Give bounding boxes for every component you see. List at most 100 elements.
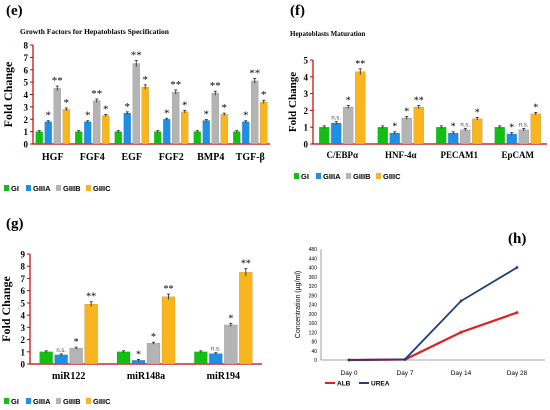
panel-g-mirna-chart: (g)Fold Change0123456789miR122n.s.***miR… bbox=[0, 216, 262, 406]
bar-giiib bbox=[132, 63, 140, 145]
significance-mark: * bbox=[74, 337, 79, 348]
y-tick-label: 400 bbox=[309, 266, 318, 272]
significance-mark: * bbox=[243, 110, 249, 122]
significance-mark: ** bbox=[164, 284, 174, 295]
y-tick-label: 0 bbox=[304, 140, 309, 150]
y-tick-label: 3 bbox=[24, 102, 29, 112]
legend-label-gi: GI bbox=[11, 397, 19, 406]
panel-f-maturation-chart: (f) Hepatoblasts Maturation Fold Change 0 1 2… bbox=[287, 3, 547, 181]
bar-gi bbox=[194, 351, 208, 365]
bar-giiia bbox=[163, 119, 171, 145]
significance-mark: * bbox=[346, 96, 351, 107]
panel-label: (e) bbox=[6, 3, 23, 19]
significance-mark: * bbox=[533, 102, 538, 113]
significance-mark: * bbox=[261, 89, 267, 101]
y-tick-label: 5 bbox=[21, 298, 26, 308]
x-category-label: miR148a bbox=[127, 371, 165, 382]
bar-gi bbox=[35, 131, 43, 145]
y-tick-label: 1 bbox=[24, 127, 29, 137]
legend-label-giiib: GIIIB bbox=[63, 397, 81, 406]
y-tick-label: 0 bbox=[21, 360, 26, 370]
bar-gi bbox=[193, 131, 201, 145]
y-axis-label: Fold Change bbox=[0, 275, 13, 341]
legend-swatch-giiia bbox=[26, 398, 31, 404]
y-tick-label: 1 bbox=[304, 123, 309, 133]
point-urea bbox=[403, 357, 407, 361]
significance-mark: ** bbox=[249, 67, 260, 79]
legend-swatch-gi bbox=[4, 185, 9, 191]
line-alb bbox=[348, 311, 518, 362]
bar-giiic bbox=[260, 101, 268, 145]
y-axis-label: Fold Change bbox=[1, 61, 15, 127]
chart-title: Growth Factors for Hepatoblasts Specific… bbox=[20, 27, 170, 36]
bar-giiia bbox=[209, 353, 223, 365]
y-tick-label: 5 bbox=[304, 56, 309, 66]
legend-swatch-giiia bbox=[316, 173, 321, 179]
panel-label: (g) bbox=[6, 216, 24, 232]
x-category-label: Day 28 bbox=[507, 370, 528, 377]
y-tick-label: 6 bbox=[21, 286, 26, 296]
bar-giiia bbox=[506, 133, 517, 145]
bar-giiib bbox=[146, 343, 161, 365]
legend-swatch-giiic bbox=[86, 185, 91, 191]
y-tick-label: 5 bbox=[24, 78, 29, 88]
x-category-label: miR122 bbox=[52, 371, 85, 382]
legend-label-giiic: GIIIC bbox=[93, 397, 111, 406]
legend-label-giiib: GIIIB bbox=[63, 184, 81, 193]
bar-giiia bbox=[242, 121, 250, 145]
bar-giiib bbox=[211, 93, 219, 145]
bar-giiic bbox=[220, 114, 228, 145]
significance-mark: * bbox=[475, 107, 480, 118]
x-category-label: C/EBPα bbox=[326, 150, 358, 160]
bar-giiia bbox=[44, 121, 52, 145]
bar-giiic bbox=[530, 113, 541, 145]
bar-gi bbox=[116, 351, 131, 365]
line-urea bbox=[348, 266, 518, 361]
bar-giiia bbox=[389, 132, 400, 145]
x-category-label: EGF bbox=[121, 152, 142, 163]
bar-giiic bbox=[355, 71, 366, 145]
y-tick-label: 0 bbox=[24, 140, 29, 150]
bar-giiic bbox=[181, 111, 189, 145]
point-urea bbox=[347, 358, 351, 362]
y-axis-label: Fold Change bbox=[287, 72, 299, 132]
bar-giiia bbox=[448, 132, 459, 145]
legend-swatch-giiic bbox=[86, 398, 91, 404]
y-tick-label: 200 bbox=[309, 312, 318, 318]
x-category-label: EpCAM bbox=[501, 150, 534, 160]
significance-mark: ** bbox=[241, 259, 251, 270]
bar-giiia bbox=[202, 120, 210, 145]
legend-label-giiic: GIIIC bbox=[93, 184, 111, 193]
y-tick-label: 8 bbox=[24, 41, 29, 51]
bar-giiib bbox=[172, 91, 180, 145]
bar-giiib bbox=[518, 129, 529, 145]
bar-giiia bbox=[54, 354, 68, 365]
y-tick-label: 2 bbox=[304, 106, 309, 116]
significance-mark: * bbox=[204, 108, 210, 120]
y-tick-label: 2 bbox=[24, 115, 29, 125]
significance-mark: ** bbox=[86, 292, 96, 303]
x-category-label: Day 0 bbox=[341, 370, 358, 377]
y-tick-label: 280 bbox=[309, 293, 318, 299]
bar-giiib bbox=[69, 347, 83, 365]
y-tick-label: 3 bbox=[304, 89, 309, 99]
bar-giiic bbox=[141, 86, 149, 145]
bar-giiib bbox=[93, 100, 101, 145]
bar-giiic bbox=[102, 115, 110, 145]
panel-label: (f) bbox=[290, 3, 305, 19]
bar-gi bbox=[319, 126, 330, 145]
bar-giiia bbox=[84, 121, 92, 145]
legend-swatch-giiib bbox=[346, 173, 351, 179]
significance-mark: * bbox=[85, 110, 91, 122]
x-category-label: Day 14 bbox=[451, 370, 472, 377]
y-tick-label: 4 bbox=[21, 311, 26, 321]
legend-label-alb: ALB bbox=[337, 381, 351, 388]
significance-mark: ** bbox=[355, 59, 365, 70]
x-category-label: miR194 bbox=[207, 371, 240, 382]
significance-mark: * bbox=[451, 122, 456, 133]
significance-mark: n.s. bbox=[211, 347, 221, 353]
bar-giiic bbox=[62, 109, 70, 145]
significance-mark: ** bbox=[52, 75, 63, 87]
bar-giiic bbox=[413, 106, 424, 145]
